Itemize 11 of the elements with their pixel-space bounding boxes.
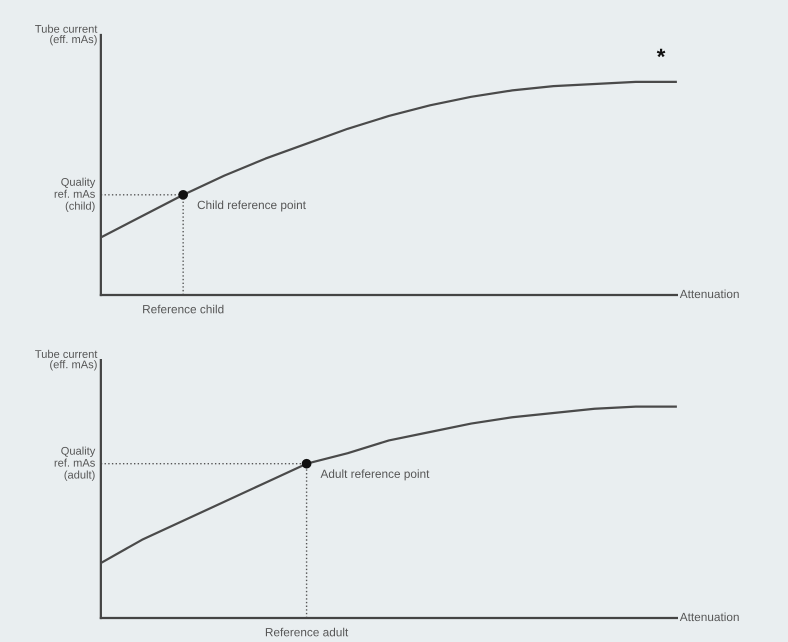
annotation: Adult reference point	[320, 469, 430, 480]
y-axis-title: Tube current (eff. mAs)	[35, 350, 98, 371]
annotation: Child reference point	[198, 200, 306, 212]
ref-line-label: Quality ref. mAs (child)	[54, 178, 96, 212]
text: *	[656, 48, 666, 58]
text: Reference adult	[266, 628, 348, 636]
x-axis-title: Attenuation	[680, 612, 739, 622]
ref-line-label: Quality ref. mAs (adult)	[54, 446, 96, 481]
y-axis-title: Tube current (eff. mAs)	[35, 24, 98, 46]
x-axis-title: Attenuation	[680, 289, 739, 298]
text: Reference child	[143, 304, 224, 314]
